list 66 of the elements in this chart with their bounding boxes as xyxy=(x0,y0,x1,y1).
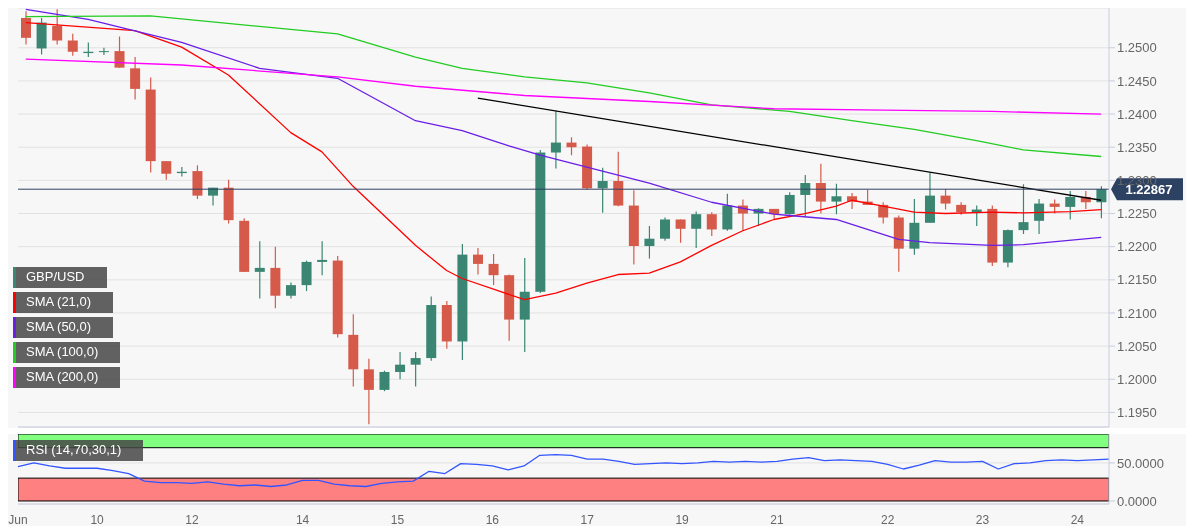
x-tick-label: 10 xyxy=(90,513,105,527)
candlestick xyxy=(691,210,702,249)
candlestick xyxy=(114,35,125,69)
x-tick-label: 17 xyxy=(580,513,595,527)
candlestick xyxy=(550,110,561,170)
x-tick-label: 14 xyxy=(295,513,310,527)
candlestick xyxy=(395,351,406,380)
candlestick xyxy=(784,191,795,216)
y-tick-label: 1.2150 xyxy=(1117,272,1157,288)
candlestick xyxy=(254,240,265,299)
y-tick-label: 1.1950 xyxy=(1117,405,1157,421)
legend-label: RSI (14,70,30,1) xyxy=(16,440,144,461)
candlestick xyxy=(1065,190,1076,221)
candlestick xyxy=(706,211,717,237)
line-series xyxy=(25,58,1102,115)
x-tick-label: 23 xyxy=(975,513,990,527)
candlestick xyxy=(21,10,31,46)
candlestick xyxy=(130,56,141,101)
y-tick-label: 1.2500 xyxy=(1117,40,1157,56)
candlestick xyxy=(52,8,63,46)
candlestick xyxy=(301,259,312,292)
y-tick-label: 1.2250 xyxy=(1117,206,1157,222)
candlestick xyxy=(660,216,671,242)
candlestick xyxy=(597,167,608,214)
candlestick xyxy=(831,183,842,215)
candlestick xyxy=(67,33,78,57)
y-tick-label: 1.2350 xyxy=(1117,139,1157,155)
candlestick xyxy=(472,247,483,276)
legend-label: GBP/USD xyxy=(16,267,107,288)
legend-label: SMA (100,0) xyxy=(16,342,121,363)
candlestick xyxy=(800,174,811,217)
legend-label: SMA (50,0) xyxy=(16,317,114,338)
candlestick xyxy=(940,188,951,211)
x-tick-label: 19 xyxy=(675,513,690,527)
legend-label: SMA (21,0) xyxy=(16,292,114,313)
candlestick xyxy=(410,351,421,388)
x-tick-label: 16 xyxy=(485,513,500,527)
y-tick-label: 50.0000 xyxy=(1117,455,1164,471)
y-tick-label: 0.0000 xyxy=(1117,493,1157,509)
candlestick xyxy=(317,240,328,276)
x-tick-label: Jun xyxy=(8,513,28,527)
candlestick xyxy=(815,163,826,215)
y-tick-label: 1.2200 xyxy=(1117,239,1157,255)
y-tick-label: 1.2400 xyxy=(1117,106,1157,122)
candlestick xyxy=(379,370,390,392)
x-tick-label: 22 xyxy=(880,513,895,527)
y-tick-label: 1.2000 xyxy=(1117,371,1157,387)
candlestick xyxy=(363,358,374,425)
x-tick-label: 21 xyxy=(770,513,784,527)
y-tick-label: 1.2450 xyxy=(1117,73,1157,89)
candlestick xyxy=(675,218,686,244)
candlestick xyxy=(1034,198,1045,235)
y-tick-label: 1.2050 xyxy=(1117,338,1157,354)
candlestick xyxy=(488,253,499,286)
y-tick-label: 1.2100 xyxy=(1117,305,1157,321)
candlestick xyxy=(1018,183,1029,235)
x-tick-label: 12 xyxy=(185,513,199,527)
x-tick-label: 24 xyxy=(1070,513,1085,527)
candlestick xyxy=(722,193,733,232)
candlestick xyxy=(878,201,889,225)
candlestick xyxy=(98,47,109,56)
candlestick xyxy=(644,225,655,260)
line-series xyxy=(25,8,1102,246)
legend-label: SMA (200,0) xyxy=(16,367,121,388)
candlestick xyxy=(161,160,172,181)
x-tick-label: 15 xyxy=(390,513,405,527)
